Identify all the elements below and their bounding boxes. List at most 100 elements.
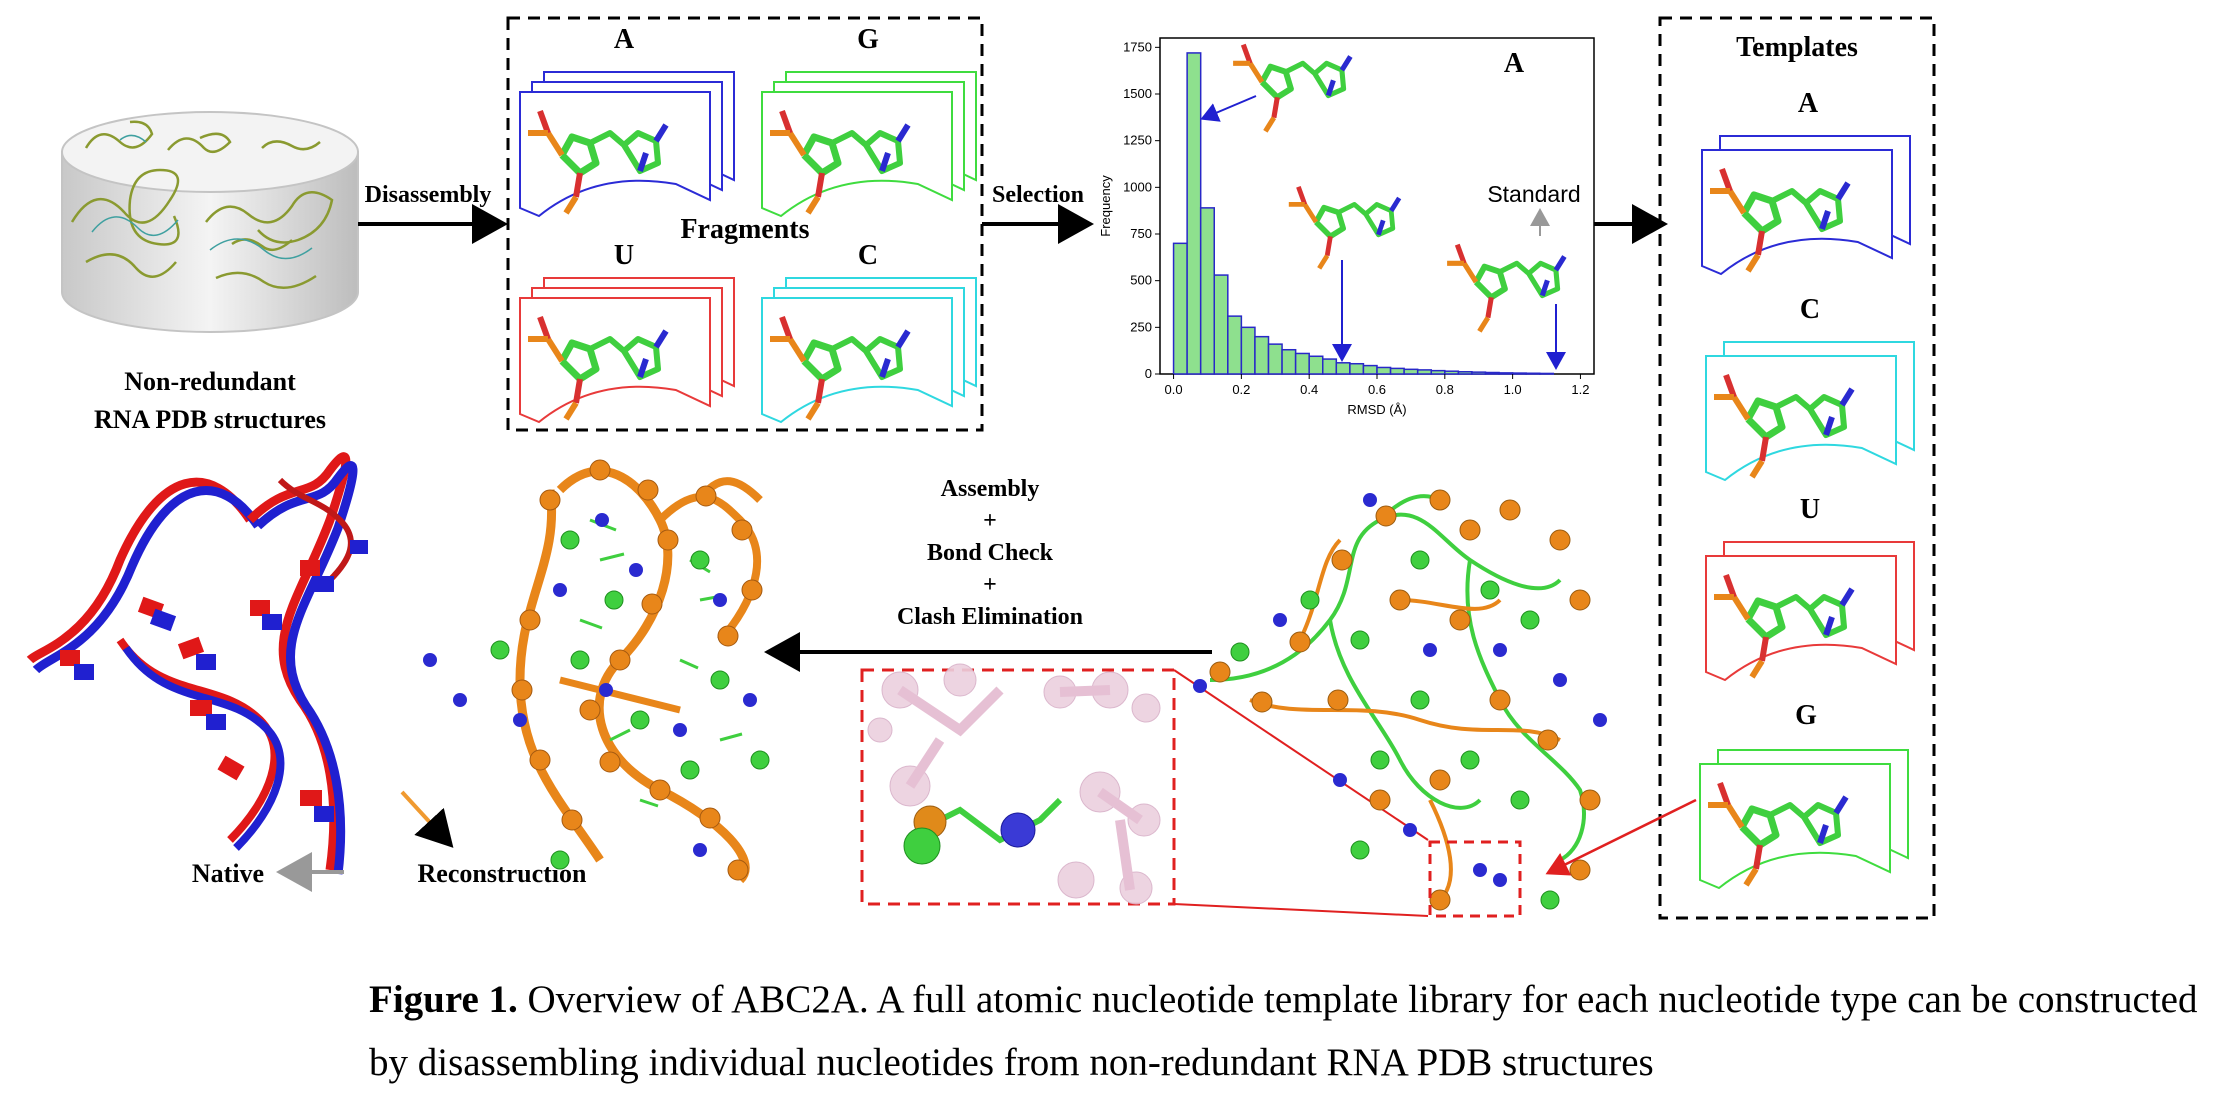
histogram-bar	[1471, 371, 1487, 375]
x-tick-label: 0.6	[1368, 382, 1386, 397]
template-label-g: G	[1795, 700, 1817, 731]
clash-zoom-inset	[860, 663, 1429, 917]
template-stack-g-card	[1699, 763, 1891, 890]
histogram-bar	[1525, 372, 1541, 375]
chart-inset-molecule	[1447, 245, 1564, 332]
histogram-bar	[1267, 343, 1283, 375]
histogram-bar	[1511, 372, 1527, 375]
pdb-database: Non-redundant RNA PDB structures	[61, 111, 359, 434]
fragment-label-c: C	[858, 240, 878, 271]
fragment-stack-g	[761, 71, 977, 218]
fragment-label-g: G	[857, 24, 879, 55]
fragment-stack-u-card	[519, 297, 711, 424]
histogram-bar	[1376, 366, 1392, 375]
native-vs-reconstruction-structure: Native Reconstruction	[26, 452, 587, 892]
template-stack-c-card	[1705, 355, 1897, 482]
histogram-bar	[1403, 368, 1419, 375]
y-tick-label: 1500	[1123, 86, 1152, 101]
fragment-stack-c-card	[761, 297, 953, 424]
database-label-line1: Non-redundant	[124, 367, 296, 396]
x-tick-label: 0.0	[1165, 382, 1183, 397]
clash-elimination-label: Clash Elimination	[897, 604, 1083, 630]
assembly-plus-2: +	[983, 572, 997, 598]
histogram-bar	[1254, 335, 1270, 375]
database-label-line2: RNA PDB structures	[94, 405, 326, 434]
chart-inset-molecules	[1200, 95, 1566, 370]
fragments-title: Fragments	[680, 214, 809, 245]
y-tick-label: 750	[1130, 226, 1152, 241]
fragment-stack-c	[761, 277, 977, 424]
template-stack-u-card	[1705, 555, 1897, 682]
template-stack-c	[1705, 341, 1915, 482]
disassembly-arrow: Disassembly	[358, 182, 508, 244]
templates-title: Templates	[1736, 32, 1858, 63]
histogram-bar	[1498, 372, 1514, 375]
histogram-bar	[1430, 369, 1446, 375]
histogram-bar	[1484, 371, 1500, 375]
histogram-bar	[1416, 369, 1432, 375]
x-tick-label: 0.2	[1232, 382, 1250, 397]
x-tick-label: 1.2	[1571, 382, 1589, 397]
histogram-bar	[1349, 362, 1365, 375]
histogram-bar	[1172, 242, 1188, 375]
y-tick-label: 1250	[1123, 133, 1152, 148]
chart-y-axis-label: Frequency	[1098, 175, 1113, 237]
fragment-stack-a-card	[519, 91, 711, 218]
histogram-bar	[1294, 352, 1310, 375]
histogram-bar	[1389, 367, 1405, 375]
template-stack-u	[1705, 541, 1915, 682]
fragment-stack-g-card	[761, 91, 953, 218]
template-label-a: A	[1798, 88, 1819, 119]
histogram-bar	[1308, 355, 1324, 375]
x-tick-label: 0.4	[1300, 382, 1318, 397]
histogram-bar	[1322, 358, 1338, 375]
histogram-bar	[1186, 52, 1202, 375]
assembly-step: Assembly + Bond Check + Clash Eliminatio…	[764, 476, 1212, 672]
templates-panel: Templates A C U G	[1658, 16, 1936, 920]
selection-arrow: Selection	[982, 182, 1094, 244]
x-tick-label: 0.8	[1436, 382, 1454, 397]
chart-x-axis-label: RMSD (Å)	[1347, 402, 1406, 417]
fragment-stack-a	[519, 71, 735, 218]
y-tick-label: 1750	[1123, 39, 1152, 54]
native-label: Native	[192, 859, 264, 888]
template-stack-g	[1699, 749, 1909, 890]
chart-title: A	[1504, 48, 1525, 79]
assembly-label: Assembly	[941, 476, 1040, 502]
histogram-bar	[1227, 315, 1243, 375]
caption-label: Figure 1.	[369, 978, 518, 1021]
histogram-bar	[1362, 364, 1378, 375]
caption-text: Overview of ABC2A. A full atomic nucleot…	[369, 978, 2198, 1084]
template-label-u: U	[1800, 494, 1820, 525]
template-label-c: C	[1800, 294, 1820, 325]
standard-annotation: Standard	[1487, 181, 1580, 207]
x-tick-label: 1.0	[1504, 382, 1522, 397]
histogram-bar	[1281, 348, 1297, 375]
coarse-grained-model	[1193, 489, 1697, 918]
chart-inset-molecule	[1289, 187, 1399, 269]
full-atom-reconstruction	[423, 459, 770, 884]
histogram-bar	[1444, 370, 1460, 375]
histogram-bar	[1539, 372, 1555, 375]
y-tick-label: 250	[1130, 319, 1152, 334]
histogram-bar	[1457, 371, 1473, 375]
y-tick-label: 1000	[1123, 179, 1152, 194]
selection-label: Selection	[992, 182, 1084, 208]
assembly-plus-1: +	[983, 508, 997, 534]
y-tick-label: 500	[1130, 273, 1152, 288]
rna-structures-thumbnail	[70, 120, 334, 289]
histogram-bar	[1213, 274, 1229, 375]
y-tick-label: 0	[1145, 366, 1152, 381]
histogram-bar	[1335, 362, 1351, 375]
bond-check-label: Bond Check	[927, 540, 1054, 566]
fragment-label-a: A	[614, 24, 635, 55]
template-stack-a	[1701, 135, 1911, 276]
histogram-bar	[1240, 326, 1256, 375]
fragment-label-u: U	[614, 240, 634, 271]
histogram-bar	[1199, 207, 1215, 375]
figure-caption: Figure 1. Overview of ABC2A. A full atom…	[369, 968, 2219, 1094]
fragment-stack-u	[519, 277, 735, 424]
chart-inset-molecule	[1233, 45, 1350, 132]
rmsd-histogram: 0.0 0.2 0.4 0.6 0.8 1.0 1.2 0 250 500 750 1000 1250…	[1098, 37, 1595, 417]
